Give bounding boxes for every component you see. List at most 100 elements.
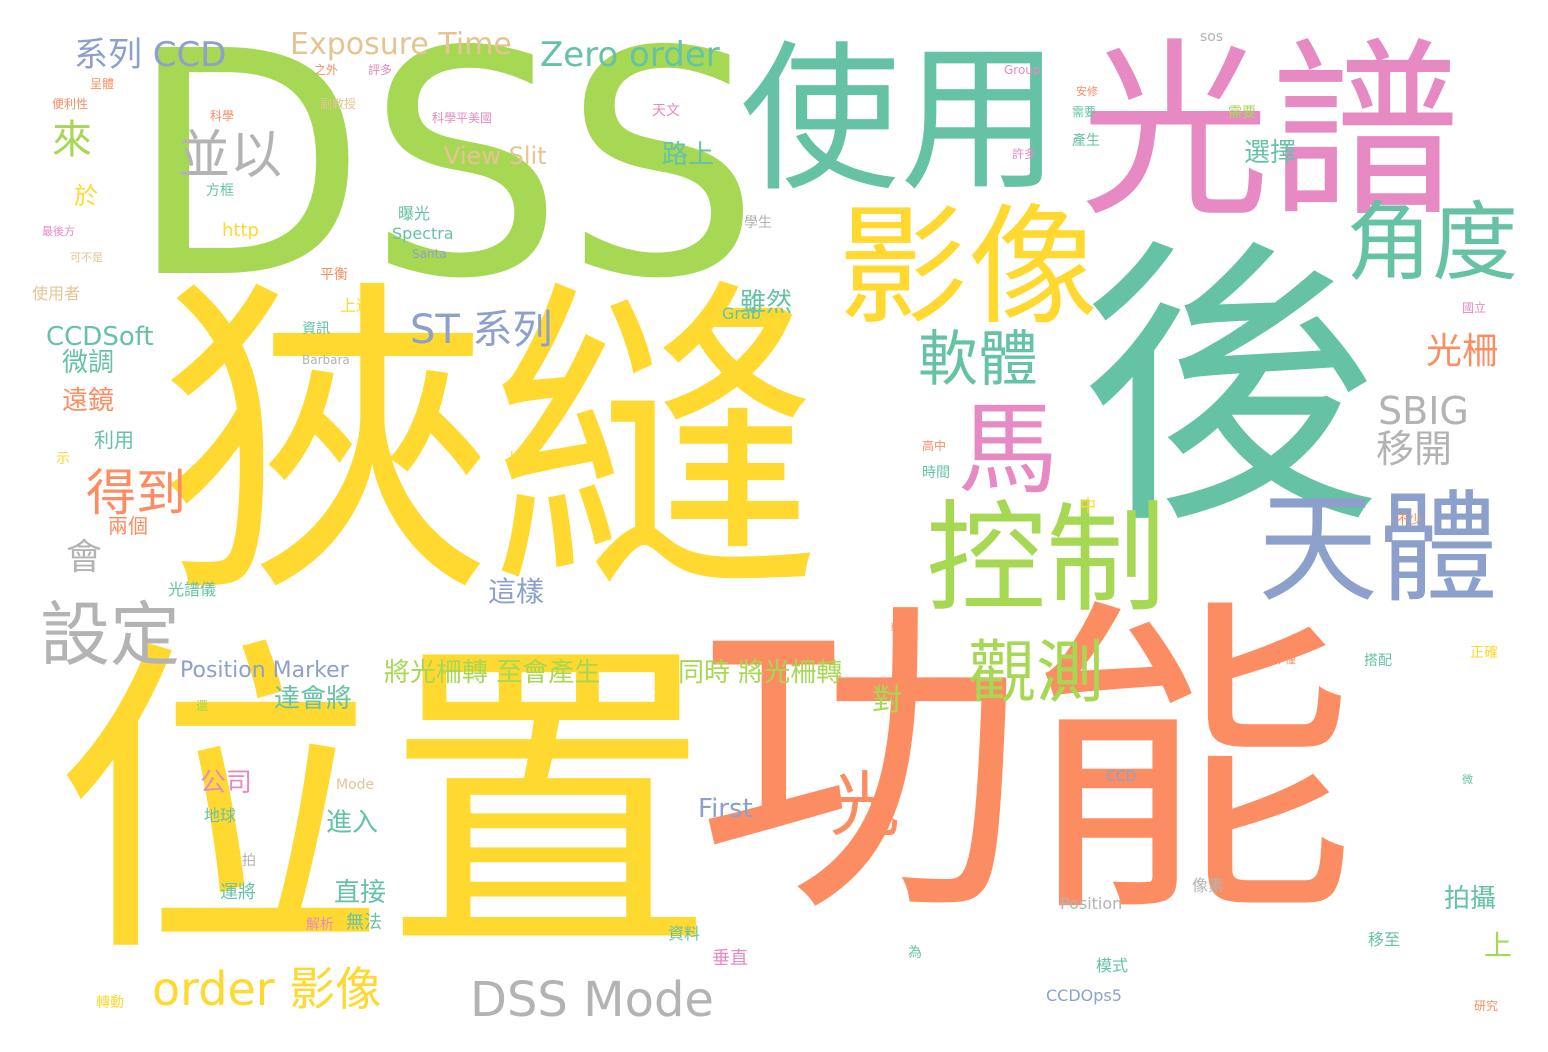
cloud-word: 便利性 [52,97,89,111]
cloud-word: 示 [56,451,70,467]
cloud-word: 光柵 [1426,331,1499,372]
cloud-word: 曝光 [398,204,431,223]
cloud-word: 車站 [890,621,912,634]
cloud-word: ST 系列 [410,307,553,353]
cloud-word: 拍 [242,853,256,869]
cloud-word: 最後方 [42,225,75,238]
cloud-word: 學生 [744,215,772,231]
cloud-word: 科學 [210,109,235,123]
cloud-word: 運將 [220,882,256,903]
cloud-word: 天體 [1258,480,1498,619]
cloud-word: 國立 [1462,301,1487,315]
cloud-word: 搭配 [1364,653,1392,669]
cloud-word: 達會將 [274,684,353,714]
cloud-word: 微調 [62,348,115,378]
cloud-word: 像素 [1192,876,1225,895]
cloud-word: 直接 [334,878,387,908]
cloud-word: View Slit [444,142,547,170]
cloud-word: 狹縫 [160,253,820,637]
cloud-word: 需要 [1228,105,1256,121]
cloud-word: 科學平美國 [432,111,493,125]
cloud-word: order 影像 [152,962,382,1016]
cloud-word: 地球 [204,806,237,825]
cloud-word: 控制 [926,490,1166,629]
cloud-word: 需要 [1072,105,1097,119]
cloud-word: sos [1200,29,1224,45]
cloud-word: 平衡 [320,267,348,283]
cloud-word: 光譜 [1080,22,1461,243]
cloud-word: 副教授 [320,97,357,111]
cloud-word: SBIG [1378,389,1469,433]
cloud-word: 拍攝 [1444,884,1497,914]
cloud-word: 將光柵轉 至會產生 [384,658,601,688]
cloud-word: 系列 CCD [74,35,227,75]
cloud-word: 功能 [696,573,1356,957]
cloud-word: Spectra [392,224,454,243]
cloud-word: 影像 [838,191,1099,343]
cloud-word: 移至 [1368,930,1401,949]
cloud-word: Group [1004,63,1041,77]
cloud-word: http [222,220,259,241]
cloud-word: 評多 [368,63,393,77]
cloud-word: 遠鏡 [62,386,115,416]
cloud-word: Grab [722,304,761,323]
cloud-word: 研究 [1474,999,1499,1013]
cloud-word: 路上 [662,140,715,170]
cloud-word: 對 [872,683,902,718]
cloud-word: DSS [128,0,761,347]
cloud-word: 光 [830,764,900,846]
cloud-word: 選擇 [1244,138,1297,168]
cloud-word: 使用 [740,26,1061,213]
cloud-word: 還 [196,699,209,713]
cloud-word: Santa [412,247,447,261]
cloud-word: 產生 [1072,133,1100,149]
cloud-word: 微 [1462,773,1473,786]
cloud-word: 來 [52,117,92,163]
cloud-word: DSS Mode [470,972,714,1028]
cloud-word: 馬 [958,391,1058,508]
cloud-word: 不少 [1396,513,1423,528]
cloud-word: 高中 [922,439,947,453]
cloud-word: CCDSoft [46,322,154,352]
cloud-word: 上述 [340,296,373,315]
cloud-word: 兩個 [108,514,148,538]
cloud-word: 許多 [1012,147,1037,161]
cloud-word: 安修 [1076,85,1098,98]
cloud-word: 設定 [40,594,180,676]
cloud-word: 並以 [178,126,283,186]
cloud-word: 資料 [668,924,701,943]
cloud-word: Position Marker [180,658,349,683]
cloud-word: 位置 [54,613,714,997]
cloud-word: 角度 [1346,193,1518,293]
cloud-word: 觀測 [968,634,1105,713]
cloud-word: Instrument [510,449,577,463]
cloud-word: 雖然 [740,288,793,318]
cloud-word: 軟體 [918,325,1038,395]
cloud-word: 轉動 [96,995,124,1011]
cloud-word: Position [1060,894,1123,913]
cloud-word: 時間 [922,465,950,481]
cloud-word: 會 [66,537,103,578]
cloud-word: 資訊 [302,321,330,337]
cloud-word: 光譜儀 [168,580,217,599]
cloud-word: 模式 [1096,956,1129,975]
cloud-word: CCDOps5 [1046,986,1122,1005]
cloud-word: 後 [1080,215,1380,564]
cloud-word: 解析 [306,917,334,933]
cloud-word: 得到 [86,464,186,522]
cloud-word: 使用者 [32,284,81,303]
cloud-word: 無法 [346,912,382,933]
cloud-word: 為 [908,945,922,961]
cloud-word: Zero order [540,35,720,75]
cloud-word: 可不是 [70,251,103,264]
cloud-word: 天文 [652,103,680,119]
cloud-word: 正確 [1470,645,1498,661]
cloud-word: 同時 將光柵轉 [678,658,843,688]
cloud-word: First [698,794,753,824]
cloud-word: Mode [336,777,375,793]
cloud-word: 中 [1080,496,1097,515]
cloud-word: 於 [74,182,98,210]
cloud-word: CCD [1106,769,1137,785]
cloud-word: 這樣 [488,575,545,608]
